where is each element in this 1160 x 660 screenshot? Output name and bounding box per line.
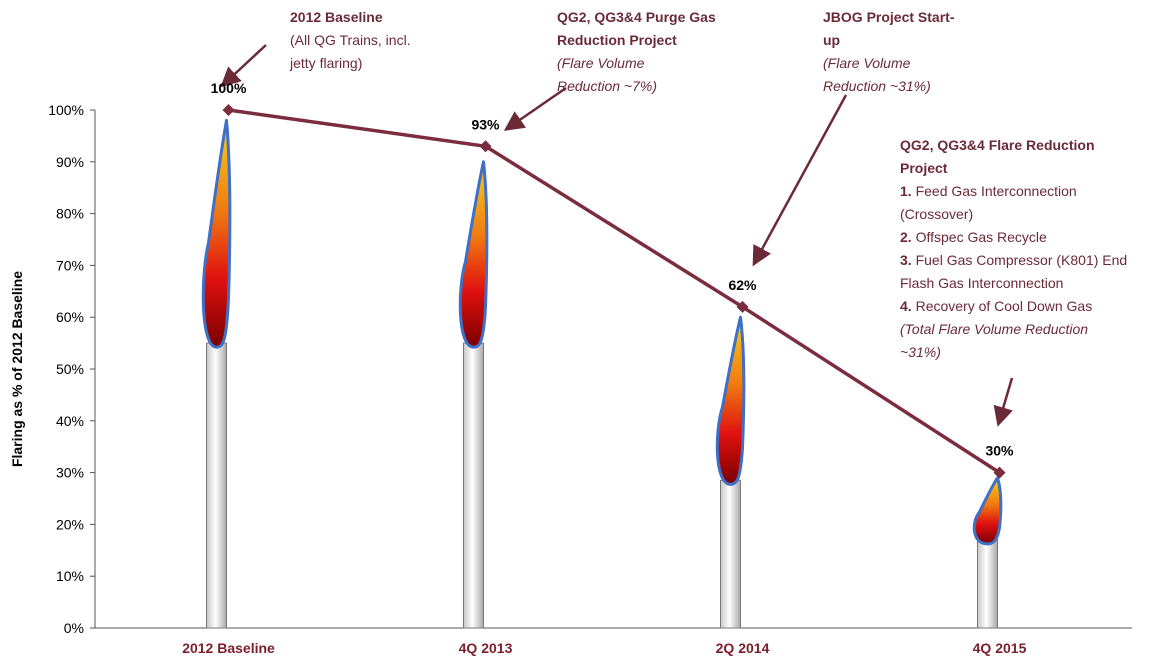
annotation-text: Recovery of Cool Down Gas: [912, 298, 1093, 314]
data-label: 93%: [471, 116, 500, 132]
flame: [715, 315, 746, 486]
y-axis-title: Flaring as % of 2012 Baseline: [9, 271, 25, 467]
point: [993, 466, 1006, 479]
flame: [458, 160, 489, 349]
annotation-text: jetty flaring): [289, 55, 362, 71]
y-tick-label: 50%: [56, 361, 84, 377]
arrow: [220, 44, 267, 88]
x-tick-label: 4Q 2015: [973, 640, 1027, 656]
annotation-line: jetty flaring): [289, 55, 362, 71]
annotation-line: (Total Flare Volume Reduction: [900, 321, 1088, 337]
annotation-line: QG2, QG3&4 Flare Reduction: [900, 137, 1095, 153]
stack: [977, 539, 998, 629]
annotation-line: Reduction ~7%): [557, 78, 657, 94]
data-label: 62%: [728, 277, 757, 293]
flame: [972, 476, 1003, 546]
arrows: [220, 44, 1014, 427]
annotation-text: 2.: [900, 229, 912, 245]
annotation-line: up: [823, 32, 840, 48]
annotation-text: 3.: [900, 252, 912, 268]
annotation-line: Reduction ~31%): [823, 78, 931, 94]
stack: [720, 479, 741, 629]
annotation-line: Flash Gas Interconnection: [900, 275, 1063, 291]
annotation-text: up: [823, 32, 840, 48]
y-tick-label: 40%: [56, 413, 84, 429]
annotation-line: ~31%): [900, 344, 941, 360]
annotation-line: (Crossover): [900, 206, 973, 222]
annotation-text: Project: [900, 160, 948, 176]
annotation-text: 1.: [900, 183, 912, 199]
y-tick-label: 60%: [56, 309, 84, 325]
annotation-line: 2. Offspec Gas Recycle: [900, 229, 1047, 245]
stack: [463, 342, 484, 629]
annotation-text: JBOG Project Start-: [823, 9, 955, 25]
annotation-line: 1. Feed Gas Interconnection: [900, 183, 1077, 199]
arrow: [752, 94, 848, 267]
annotation-line: QG2, QG3&4 Purge Gas: [557, 9, 716, 25]
x-tick-label: 2012 Baseline: [182, 640, 275, 656]
point: [479, 140, 492, 153]
annotation-line: 2012 Baseline: [290, 9, 383, 25]
annotation-text: Fuel Gas Compressor (K801) End: [912, 252, 1128, 268]
y-tick-label: 90%: [56, 154, 84, 170]
data-label: 100%: [211, 80, 247, 96]
y-tick-label: 70%: [56, 257, 84, 273]
annotation-text: Reduction Project: [557, 32, 677, 48]
y-tick-label: 10%: [56, 568, 84, 584]
arrow: [503, 86, 567, 131]
y-tick-label: 100%: [48, 102, 84, 118]
point: [222, 104, 235, 116]
x-tick-label: 2Q 2014: [716, 640, 770, 656]
arrow: [993, 377, 1014, 427]
x-tick-label: 4Q 2013: [459, 640, 513, 656]
annotation-text: (Flare Volume: [823, 55, 911, 71]
annotation-text: (Crossover): [900, 206, 973, 222]
annotation-text: Offspec Gas Recycle: [912, 229, 1047, 245]
annotation-text: ~31%): [900, 344, 941, 360]
line: [228, 108, 1001, 475]
annotation-line: (Flare Volume: [823, 55, 911, 71]
annotation-text: (All QG Trains, incl.: [290, 32, 411, 48]
flame: [201, 118, 232, 349]
annotation-text: QG2, QG3&4 Flare Reduction: [900, 137, 1095, 153]
annotation-line: 4. Recovery of Cool Down Gas: [900, 298, 1092, 314]
point: [736, 300, 749, 313]
annotation-text: Flash Gas Interconnection: [900, 275, 1063, 291]
y-tick-label: 30%: [56, 465, 84, 481]
annotation-line: (Flare Volume: [557, 55, 645, 71]
y-tick-label: 80%: [56, 206, 84, 222]
annotation-text: Reduction ~7%): [557, 78, 657, 94]
annotation-text: QG2, QG3&4 Purge Gas: [557, 9, 716, 25]
data-label: 30%: [985, 443, 1014, 459]
annotation-line: Reduction Project: [557, 32, 677, 48]
annotation-line: 3. Fuel Gas Compressor (K801) End: [900, 252, 1127, 268]
y-tick-label: 0%: [64, 620, 84, 636]
annotation-text: (Total Flare Volume Reduction: [900, 321, 1088, 337]
annotation-line: (All QG Trains, incl.: [290, 32, 411, 48]
annotation-text: Feed Gas Interconnection: [912, 183, 1077, 199]
annotation-text: Reduction ~31%): [823, 78, 931, 94]
annotation-text: 2012 Baseline: [290, 9, 383, 25]
annotation-line: JBOG Project Start-: [823, 9, 955, 25]
stack: [206, 342, 227, 629]
y-tick-label: 20%: [56, 516, 84, 532]
annotation-text: 4.: [900, 298, 912, 314]
annotation-text: (Flare Volume: [557, 55, 645, 71]
annotation-line: Project: [900, 160, 948, 176]
